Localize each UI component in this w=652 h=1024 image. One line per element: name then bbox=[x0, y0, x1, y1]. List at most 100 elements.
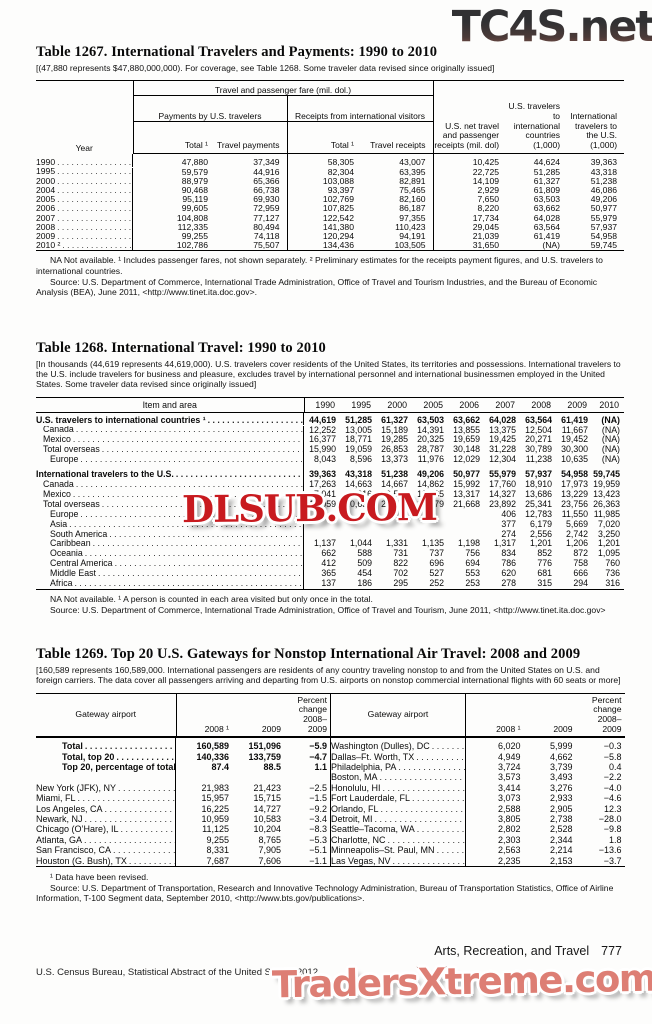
cell-value bbox=[304, 510, 340, 520]
cell-value: 3,250 bbox=[597, 529, 620, 539]
table-1269-left-body: Total. . . . . . . . . . . . . . . . . .… bbox=[36, 737, 330, 866]
cell-value: −4.6 bbox=[603, 793, 622, 804]
cell-value: 10,204 bbox=[253, 824, 281, 835]
row-label: Central America. . . . . . . . . . . . .… bbox=[36, 559, 304, 570]
dot-leader: . . . . . . . . . . . . . . . . . . . . … bbox=[57, 195, 132, 205]
cell-value: 59,745 bbox=[590, 241, 618, 251]
cell-value: −2.2 bbox=[603, 772, 622, 783]
table-row: Total overseas. . . . . . . . . . . . . … bbox=[36, 499, 624, 510]
cell-value: 14,391 bbox=[417, 425, 444, 435]
cell-value: 82,160 bbox=[361, 195, 434, 205]
cell-value: 253 bbox=[465, 579, 480, 589]
row-label: Newark, NJ. . . . . . . . . . . . . . . … bbox=[36, 813, 176, 825]
cell-value: 13,423 bbox=[593, 489, 620, 499]
cell-value: 2,214 bbox=[549, 845, 573, 856]
cell-value: 2,742 bbox=[565, 529, 588, 539]
cell-value: 11,976 bbox=[417, 455, 444, 465]
table-row: Total, top 20. . . . . . . . . . . . . .… bbox=[36, 751, 330, 762]
column-header-2005: 2005 bbox=[412, 397, 448, 413]
cell-value bbox=[376, 520, 412, 530]
cell-value: 103,505 bbox=[361, 241, 434, 251]
cell-value: 160,589 bbox=[196, 741, 229, 752]
cell-value: 77,127 bbox=[215, 213, 288, 223]
cell-value: 61,419 bbox=[533, 231, 561, 241]
cell-value: 6,020 bbox=[497, 741, 521, 752]
column-header-total-receipts: Total ¹ bbox=[287, 121, 361, 155]
cell-value: 39,363 bbox=[590, 157, 618, 168]
cell-value: 10,959 bbox=[201, 813, 229, 824]
column-header-intl-travelers: International travelers to the U.S. (1,0… bbox=[567, 80, 625, 155]
row-label-text: South America bbox=[50, 529, 108, 539]
cell-value: 509 bbox=[357, 559, 372, 569]
row-label-text: 2006 bbox=[36, 204, 56, 214]
cell-value: 140,336 bbox=[196, 751, 229, 762]
cell-value: 776 bbox=[537, 559, 552, 569]
cell-value: 13,229 bbox=[561, 489, 588, 499]
row-label: Detroit, MI. . . . . . . . . . . . . . .… bbox=[331, 814, 466, 825]
table-1268-note: [In thousands (44,619 represents 44,619,… bbox=[36, 358, 621, 390]
row-label-text: 2009 bbox=[36, 231, 56, 241]
table-1269-right-header: Gateway airport 2008 ¹ 2009 Percent chan… bbox=[330, 693, 625, 739]
column-header-2007: 2007 bbox=[484, 397, 520, 413]
table-row: San Francisco, CA. . . . . . . . . . . .… bbox=[36, 845, 330, 856]
cell-value: 20,325 bbox=[417, 435, 444, 445]
cell-value: 102,786 bbox=[176, 241, 208, 251]
cell-value: 19,425 bbox=[489, 435, 516, 445]
cell-value: 1,198 bbox=[457, 539, 480, 549]
cell-value: 756 bbox=[465, 549, 480, 559]
column-header-1995: 1995 bbox=[340, 397, 376, 413]
cell-value: 694 bbox=[465, 559, 480, 569]
cell-value: 133,759 bbox=[248, 751, 281, 762]
cell-value: 15,992 bbox=[453, 480, 480, 490]
cell-value: 43,318 bbox=[590, 167, 618, 177]
row-label-text: Europe bbox=[50, 455, 79, 465]
cell-value: 95,119 bbox=[182, 195, 208, 205]
row-label-text: U.S. travelers to international countrie… bbox=[36, 414, 206, 425]
cell-value: 696 bbox=[429, 559, 444, 569]
row-label-text: Los Angeles, CA bbox=[36, 803, 103, 814]
cell-value: 11,667 bbox=[561, 425, 588, 435]
row-label-text: Las Vegas, NV bbox=[331, 855, 391, 866]
column-header-travel-payments: Travel payments bbox=[215, 121, 288, 155]
row-label: Los Angeles, CA. . . . . . . . . . . . .… bbox=[36, 803, 176, 814]
cell-value: 10,425 bbox=[472, 157, 500, 168]
table-1267: Year Travel and passenger fare (mil. dol… bbox=[36, 80, 625, 252]
table-1269-right-half: Gateway airport 2008 ¹ 2009 Percent chan… bbox=[330, 692, 625, 868]
dot-leader: . . . . . . . . . . . . . . . . . . . . … bbox=[75, 480, 303, 490]
cell-value: 2,802 bbox=[497, 824, 521, 835]
row-label: 1995. . . . . . . . . . . . . . . . . . … bbox=[36, 167, 133, 177]
row-label: Canada. . . . . . . . . . . . . . . . . … bbox=[36, 480, 304, 490]
row-label: 2010 ². . . . . . . . . . . . . . . . . … bbox=[36, 241, 133, 251]
table-row: 2008. . . . . . . . . . . . . . . . . . … bbox=[36, 222, 624, 232]
footnote-text: NA Not available. ¹ Includes passenger f… bbox=[36, 255, 603, 276]
row-label-text: Charlotte, NC bbox=[331, 834, 386, 845]
cell-value: 26,363 bbox=[593, 499, 620, 509]
cell-value: 75,507 bbox=[215, 241, 288, 251]
table-1269-section: Table 1269. Top 20 U.S. Gateways for Non… bbox=[36, 615, 625, 904]
cell-value: 7,687 bbox=[206, 855, 229, 866]
table-1269-note: [160,589 represents 160,589,000. Interna… bbox=[36, 665, 621, 686]
cell-value: 1,201 bbox=[597, 539, 620, 549]
row-label-text: Mexico bbox=[43, 435, 71, 445]
cell-value: 88.5 bbox=[263, 761, 281, 772]
column-header-2008: 2008 ¹ bbox=[176, 693, 236, 739]
cell-value: (NA) bbox=[601, 425, 620, 435]
cell-value: 21,983 bbox=[201, 782, 229, 793]
cell-value: 8,043 bbox=[313, 455, 336, 465]
cell-value: 74,118 bbox=[215, 231, 288, 242]
row-label: Orlando, FL. . . . . . . . . . . . . . .… bbox=[331, 803, 466, 814]
cell-value: 72,959 bbox=[215, 204, 288, 214]
cell-value: 18,771 bbox=[345, 435, 372, 445]
cell-value: 63,503 bbox=[533, 195, 561, 205]
row-label-text: Central America bbox=[50, 559, 113, 569]
table-row: Total overseas. . . . . . . . . . . . . … bbox=[36, 445, 624, 456]
footnote-text: NA Not available. ¹ A person is counted … bbox=[50, 594, 373, 604]
cell-value: 294 bbox=[573, 579, 588, 589]
cell-value: 12.3 bbox=[603, 803, 622, 814]
table-row: Miami, FL. . . . . . . . . . . . . . . .… bbox=[36, 793, 330, 804]
cell-value: 13,686 bbox=[525, 489, 552, 499]
cell-value: −28.0 bbox=[598, 814, 622, 824]
cell-value: −0.3 bbox=[603, 741, 622, 752]
dot-leader: . . . . . . . . . . . . . . . . . . . . … bbox=[387, 834, 465, 845]
table-row: U.S. travelers to international countrie… bbox=[36, 412, 624, 426]
